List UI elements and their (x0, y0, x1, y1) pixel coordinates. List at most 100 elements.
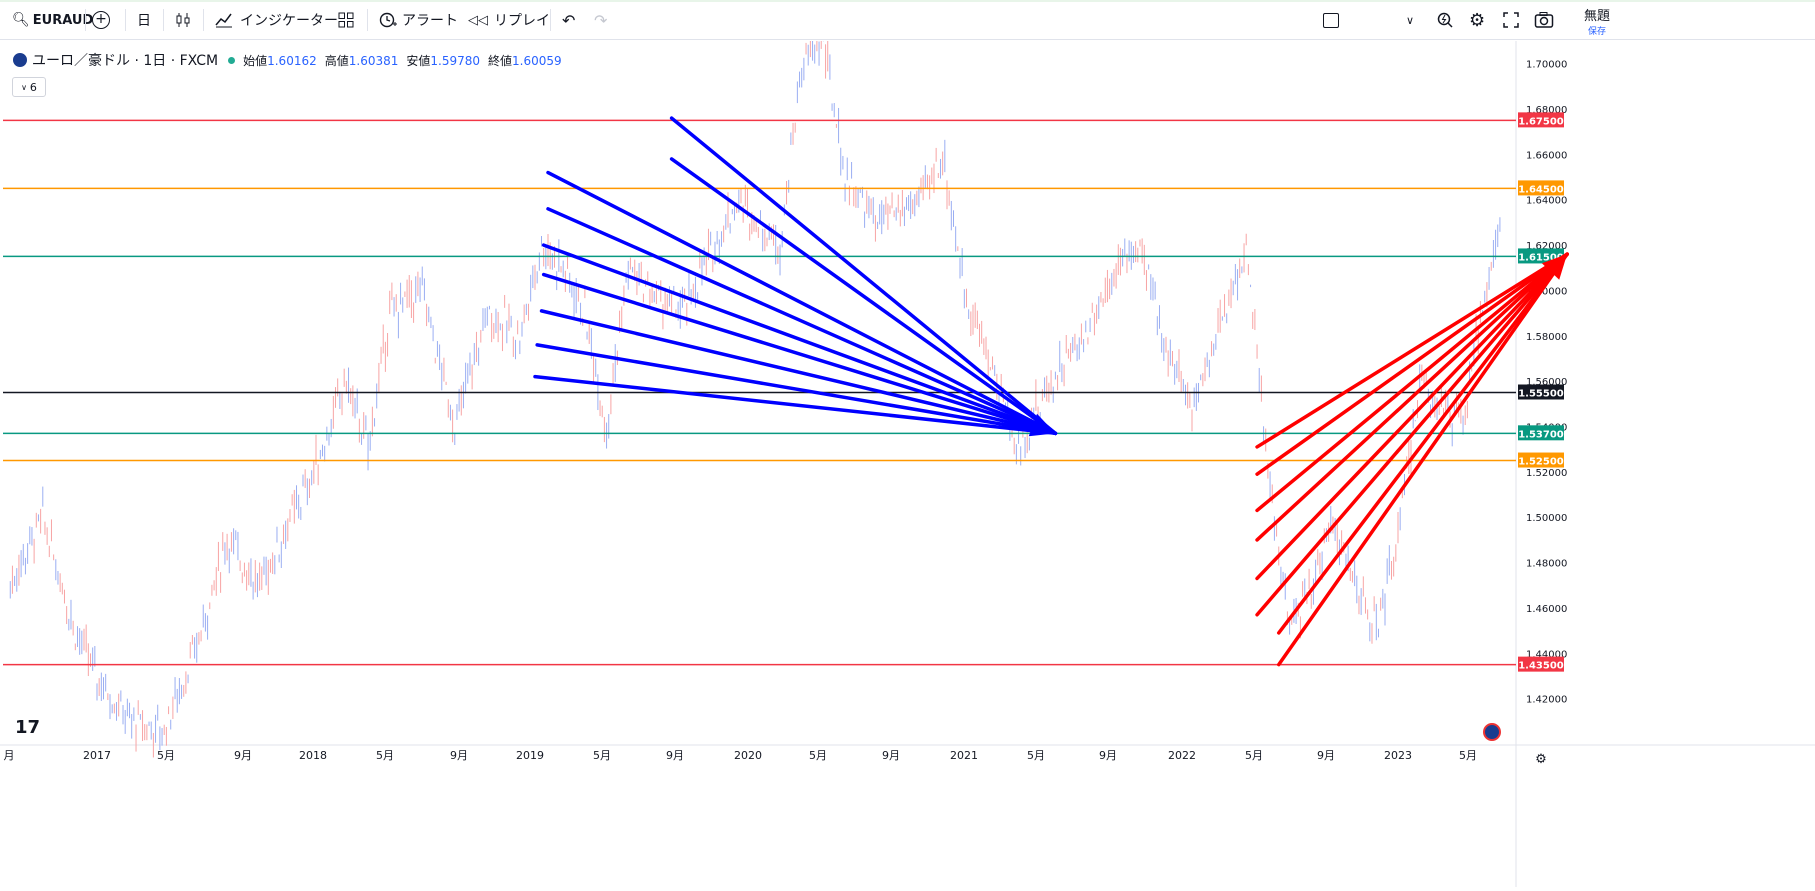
chevron-down-icon: ∨ (1406, 13, 1415, 27)
undo-icon: ↶ (562, 10, 576, 30)
legend-low: 安値1.59780 (406, 53, 481, 68)
red-trend-arrow-head (1541, 254, 1568, 280)
separator (125, 9, 126, 31)
price-level-label: 1.53700 (1518, 429, 1564, 440)
price-level-label: 1.67500 (1518, 116, 1564, 127)
price-level-label: 1.61500 (1518, 252, 1564, 263)
settings-button[interactable]: ⚙ (1469, 6, 1485, 34)
separator (203, 9, 204, 31)
price-tick-label: 1.66000 (1526, 150, 1567, 161)
interval-label: 日 (137, 13, 151, 29)
separator (550, 9, 551, 31)
chart-type-button[interactable] (174, 6, 192, 34)
time-tick-label: 5月 (809, 749, 827, 762)
red-trend-arrow[interactable] (1255, 252, 1569, 617)
square-icon (1323, 12, 1339, 28)
red-trend-arrow[interactable] (1255, 252, 1569, 542)
separator (163, 9, 164, 31)
symbol-search-button[interactable]: 🔍︎ EURAUD (12, 6, 93, 34)
add-symbol-button[interactable]: + (92, 6, 110, 34)
chart-legend: ユーロ／豪ドル · 1日 · FXCM 始値1.60162 高値1.60381 … (12, 50, 562, 70)
axis-settings-icon[interactable]: ⚙ (1535, 752, 1547, 767)
indicators-button[interactable]: インジケーター (214, 6, 338, 34)
time-tick-label: 9月 (450, 749, 468, 762)
blue-trend-arrow[interactable] (541, 272, 1058, 436)
fullscreen-icon (1503, 12, 1519, 28)
gear-icon: ⚙ (1469, 9, 1486, 31)
legend-title[interactable]: ユーロ／豪ドル · 1日 · FXCM (32, 53, 219, 69)
red-trend-arrow[interactable] (1276, 252, 1569, 635)
replay-button[interactable]: ◁◁ リプレイ (468, 6, 550, 34)
layout-title-button[interactable]: 無題 保存 (1572, 5, 1622, 37)
time-tick-label: 2017 (83, 749, 111, 762)
price-tick-label: 1.70000 (1526, 60, 1567, 71)
price-tick-label: 1.64000 (1526, 196, 1567, 207)
time-tick-label: 5月 (593, 749, 611, 762)
magnifier-flash-icon (1437, 12, 1453, 28)
red-trend-arrow[interactable] (1276, 252, 1569, 667)
quick-search-button[interactable] (1436, 6, 1454, 34)
price-tick-label: 1.42000 (1526, 695, 1567, 706)
indicators-label: インジケーター (240, 13, 338, 29)
camera-icon (1534, 12, 1554, 28)
fullscreen-button[interactable] (1503, 6, 1519, 34)
watchlist-toggle-button[interactable] (1323, 6, 1339, 34)
separator (85, 9, 86, 31)
price-tick-label: 1.44000 (1526, 649, 1567, 660)
time-tick-label: 5月 (1245, 749, 1263, 762)
blue-trend-arrow[interactable] (533, 374, 1058, 436)
indicators-icon (215, 13, 232, 28)
redo-button[interactable]: ↷ (594, 6, 607, 34)
price-tick-label: 1.50000 (1526, 513, 1567, 524)
undo-button[interactable]: ↶ (562, 6, 575, 34)
blue-trend-arrow[interactable] (546, 207, 1058, 436)
red-trend-arrow[interactable] (1255, 252, 1569, 476)
legend-open: 始値1.60162 (243, 53, 317, 68)
market-status-icon (228, 56, 236, 64)
time-tick-label: 2018 (299, 749, 327, 762)
blue-trend-arrow[interactable] (539, 309, 1058, 436)
blue-trend-arrow-head (1028, 413, 1056, 437)
price-level-badge (1518, 656, 1564, 672)
price-level-badge (1518, 112, 1564, 128)
search-icon: 🔍︎ (12, 12, 30, 28)
red-trend-arrow[interactable] (1255, 252, 1569, 513)
indicator-count: 6 (29, 80, 37, 94)
interval-button[interactable]: 日 (137, 6, 151, 34)
top-toolbar: 🔍︎ EURAUD + 日 インジケーター アラー (0, 0, 1815, 40)
time-tick-label: 9月 (666, 749, 684, 762)
separator (367, 9, 368, 31)
alert-label: アラート (402, 13, 458, 29)
time-tick-label: 9月 (882, 749, 900, 762)
alert-button[interactable]: アラート (378, 6, 458, 34)
snapshot-button[interactable] (1534, 6, 1554, 34)
tradingview-logo[interactable]: 17 (15, 717, 40, 738)
blue-trend-arrow[interactable] (546, 170, 1058, 436)
currency-flags-icon (1483, 723, 1501, 741)
blue-trend-arrow[interactable] (535, 343, 1058, 436)
price-level-badge (1518, 180, 1564, 196)
red-trend-arrow[interactable] (1255, 252, 1569, 581)
price-tick-label: 1.58000 (1526, 332, 1567, 343)
indicator-collapse-button[interactable]: ∨ 6 (12, 77, 46, 97)
layouts-button[interactable] (338, 6, 354, 34)
red-trend-arrow[interactable] (1255, 252, 1569, 449)
price-chart[interactable]: 1.70000 1.68000 1.66000 1.64000 1.62000 1.600… (0, 29, 1815, 887)
blue-trend-arrow[interactable] (669, 116, 1058, 436)
currency-flags-icon (12, 52, 28, 68)
price-level-badge (1518, 452, 1564, 468)
layout-menu-button[interactable]: ∨ (1406, 6, 1414, 34)
blue-trend-arrow[interactable] (541, 243, 1058, 436)
price-level-label: 1.64500 (1518, 184, 1564, 195)
time-tick-label: 5月 (157, 749, 175, 762)
chart-area[interactable]: 1.70000 1.68000 1.66000 1.64000 1.62000 1.600… (0, 29, 1815, 887)
plus-circle-icon: + (92, 11, 110, 29)
price-tick-label: 1.46000 (1526, 604, 1567, 615)
price-level-badge (1518, 384, 1564, 400)
time-tick-label: 月 (4, 749, 15, 762)
blue-trend-arrow[interactable] (669, 157, 1058, 436)
legend-high: 高値1.60381 (324, 53, 399, 68)
symbol-label: EURAUD (32, 12, 94, 28)
time-tick-label: 5月 (1459, 749, 1477, 762)
price-level-label: 1.43500 (1518, 661, 1564, 672)
